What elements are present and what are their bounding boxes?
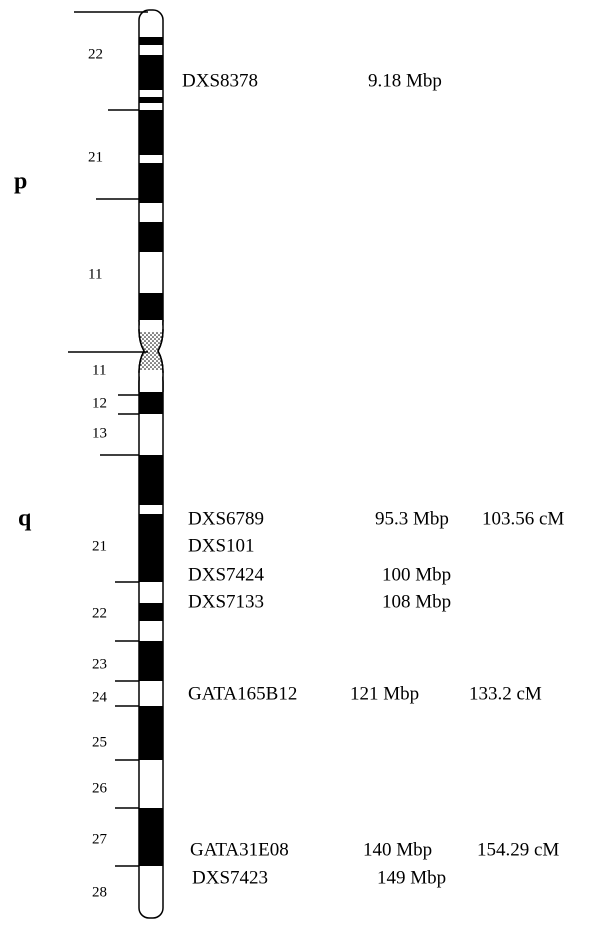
marker-position: 95.3 Mbp <box>375 508 449 529</box>
marker-cm: 133.2 cM <box>469 683 542 704</box>
marker-position: 140 Mbp <box>363 839 432 860</box>
band-label: 23 <box>92 656 107 672</box>
band-label: 13 <box>92 425 107 441</box>
q-fill-fix <box>140 370 162 392</box>
dark-band <box>139 55 163 90</box>
dark-band <box>139 808 163 866</box>
band-label: 24 <box>92 689 108 705</box>
dark-band <box>139 97 163 103</box>
dark-band <box>139 706 163 760</box>
dark-band <box>139 641 163 681</box>
ideogram: p q 22 21 11 11 12 13 21 22 23 24 25 26 27 28 DXS8378… <box>0 0 590 923</box>
marker-name: DXS7424 <box>188 564 265 585</box>
band-label: 22 <box>88 46 103 62</box>
dark-band <box>139 455 163 505</box>
marker-name: DXS6789 <box>188 508 264 529</box>
dark-band <box>139 392 163 414</box>
marker-position: 100 Mbp <box>382 564 451 585</box>
marker-cm: 154.29 cM <box>477 839 559 860</box>
marker-position: 9.18 Mbp <box>368 70 442 91</box>
marker-name: DXS101 <box>188 535 255 556</box>
dark-band <box>139 37 163 45</box>
band-label: 11 <box>88 266 102 282</box>
dark-band <box>139 514 163 582</box>
marker-name: DXS7423 <box>192 867 268 888</box>
band-label: 25 <box>92 734 107 750</box>
band-label: 26 <box>92 780 108 796</box>
marker-cm: 103.56 cM <box>482 508 564 529</box>
band-label: 11 <box>92 362 106 378</box>
band-label: 28 <box>92 884 107 900</box>
band-label: 21 <box>88 149 103 165</box>
marker-name: DXS8378 <box>182 70 258 91</box>
dark-band <box>139 293 163 320</box>
centromere <box>139 330 163 372</box>
band-label: 12 <box>92 395 107 411</box>
marker-name: GATA165B12 <box>188 683 297 704</box>
marker-position: 121 Mbp <box>350 683 419 704</box>
marker-name: DXS7133 <box>188 591 264 612</box>
marker-position: 108 Mbp <box>382 591 451 612</box>
arm-label: q <box>18 506 32 532</box>
dark-band <box>139 603 163 621</box>
band-label: 27 <box>92 831 108 847</box>
dark-band <box>139 222 163 252</box>
p-fill-fix <box>140 320 162 332</box>
arm-label: p <box>14 169 27 195</box>
dark-band <box>139 163 163 203</box>
marker-position: 149 Mbp <box>377 867 446 888</box>
band-label: 21 <box>92 538 107 554</box>
band-label: 22 <box>92 605 107 621</box>
band-boundaries <box>68 12 148 866</box>
dark-band <box>139 110 163 155</box>
marker-name: GATA31E08 <box>190 839 289 860</box>
chromosome <box>139 10 163 918</box>
